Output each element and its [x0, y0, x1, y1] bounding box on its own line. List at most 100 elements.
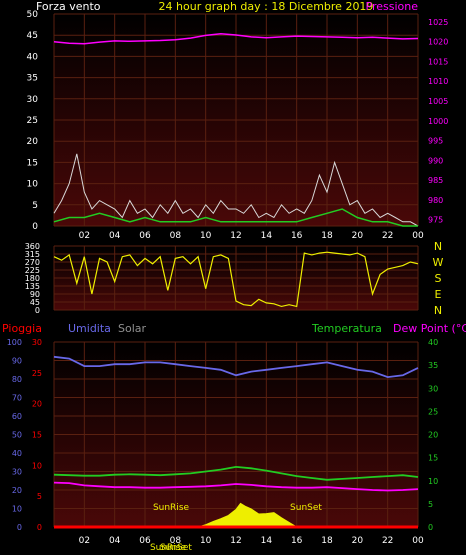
temp-x-tick: 04 [109, 536, 121, 546]
sunrise-annotation: SunRise [153, 503, 190, 513]
direction-y-tick: 135 [25, 282, 40, 291]
compass-label: N [434, 240, 442, 253]
wind-axis-title: Forza vento [36, 0, 101, 13]
wind-y-tick: 10 [27, 180, 39, 190]
sunset-annotation: SunSet [290, 503, 322, 513]
wind-y-tick: 5 [32, 201, 38, 211]
wind-y-tick: 20 [27, 137, 39, 147]
temp-y-tick: 30 [428, 384, 438, 393]
temp-y-tick: 0 [428, 523, 433, 532]
rain-y-tick: 10 [32, 461, 42, 470]
pressure-y-tick: 1010 [428, 77, 448, 86]
direction-y-tick: 315 [25, 250, 40, 259]
sunset-bottom-label: SunSet [160, 543, 192, 553]
humidity-y-tick: 0 [17, 523, 22, 532]
humidity-y-tick: 60 [12, 412, 22, 421]
pressure-y-tick: 985 [428, 176, 443, 185]
compass-label: S [435, 272, 442, 285]
wind-y-tick: 35 [27, 74, 38, 84]
pressure-y-tick: 1000 [428, 117, 448, 126]
compass-label: W [433, 256, 444, 269]
direction-series [53, 251, 419, 308]
wind-x-tick: 08 [170, 231, 182, 241]
wind-x-tick: 12 [230, 231, 241, 241]
pressure-y-tick: 975 [428, 216, 443, 225]
wind-y-tick: 50 [27, 10, 39, 20]
temperature-series [53, 465, 419, 481]
temp-x-tick: 20 [352, 536, 364, 546]
wind-y-tick: 30 [27, 95, 39, 105]
humidity-y-tick: 50 [12, 431, 22, 440]
rain-y-tick: 15 [32, 431, 42, 440]
pressure-axis-title: Pressione [366, 0, 419, 13]
humidity-y-tick: 80 [12, 375, 22, 384]
pressure-y-tick: 995 [428, 137, 443, 146]
direction-y-tick: 360 [25, 242, 40, 251]
humidity-y-tick: 90 [12, 357, 22, 366]
pressure-series [53, 33, 419, 45]
temp-x-tick: 22 [382, 536, 393, 546]
legend-umidita: Umidita [68, 322, 111, 335]
compass-label: E [435, 288, 442, 301]
temp-x-tick: 00 [412, 536, 424, 546]
direction-y-tick: 180 [25, 274, 40, 283]
wind-x-tick: 10 [200, 231, 212, 241]
temp-y-tick: 5 [428, 500, 433, 509]
direction-y-tick: 0 [35, 306, 40, 315]
legend-temperatura: Temperatura [311, 322, 382, 335]
pressure-y-tick: 1020 [428, 38, 448, 47]
humidity-y-tick: 20 [12, 486, 22, 495]
wind-x-tick: 06 [139, 231, 151, 241]
direction-y-tick: 45 [30, 298, 40, 307]
rain-y-tick: 5 [37, 492, 42, 501]
wind-max-series [53, 153, 419, 227]
solar-area [197, 502, 299, 528]
temp-x-tick: 10 [200, 536, 212, 546]
rain-y-tick: 0 [37, 523, 42, 532]
chart-title: 24 hour graph day : 18 Dicembre 2019 [159, 0, 374, 13]
temp-y-tick: 10 [428, 477, 438, 486]
pressure-y-tick: 1015 [428, 57, 448, 66]
wind-x-tick: 16 [291, 231, 303, 241]
wind-y-tick: 0 [32, 222, 38, 232]
wind-x-tick: 20 [352, 231, 364, 241]
humidity-y-tick: 10 [12, 505, 22, 514]
temp-y-tick: 35 [428, 361, 438, 370]
temp-x-tick: 08 [170, 536, 182, 546]
wind-x-tick: 18 [321, 231, 333, 241]
wind-avg-series [53, 208, 418, 227]
temp-x-tick: 06 [139, 536, 151, 546]
sunrise-bottom-label: SunRise [150, 543, 187, 553]
wind-y-tick: 45 [27, 31, 38, 41]
temp-y-tick: 40 [428, 338, 438, 347]
temperature-humidity-panel: 0 10 20 30 40 50 60 70 80 90 10 00 5 10 15 20 25 30 0 5 10 15… [7, 338, 438, 546]
wind-x-tick: 02 [79, 231, 90, 241]
legend-solar: Solar [118, 322, 147, 335]
wind-x-tick: 00 [412, 231, 424, 241]
temp-x-tick: 16 [291, 536, 303, 546]
wind-x-tick: 14 [261, 231, 273, 241]
humidity-y-tick: 40 [12, 449, 22, 458]
pressure-y-tick: 1025 [428, 18, 448, 27]
temp-x-tick: 02 [79, 536, 90, 546]
temp-x-tick: 18 [321, 536, 333, 546]
legend-dew-point: Dew Point (°C) [393, 322, 466, 335]
humidity-series [53, 355, 419, 379]
wind-y-tick: 15 [27, 158, 38, 168]
humidity-y-tick: 70 [12, 394, 22, 403]
temp-y-tick: 25 [428, 407, 438, 416]
wind-y-tick: 40 [27, 52, 39, 62]
compass-label: N [434, 304, 442, 317]
humidity-y-tick: 30 [12, 468, 22, 477]
pressure-y-tick: 990 [428, 156, 443, 165]
direction-y-tick: 90 [30, 290, 40, 299]
pressure-y-tick: 980 [428, 196, 443, 205]
temp-y-tick: 20 [428, 431, 438, 440]
pressure-y-tick: 1005 [428, 97, 448, 106]
direction-y-tick: 225 [25, 266, 40, 275]
temp-x-tick: 12 [230, 536, 241, 546]
temp-y-tick: 15 [428, 454, 438, 463]
rain-y-tick: 20 [32, 400, 42, 409]
wind-pressure-panel: 0510152025303540455097598098599099510001… [27, 10, 449, 241]
